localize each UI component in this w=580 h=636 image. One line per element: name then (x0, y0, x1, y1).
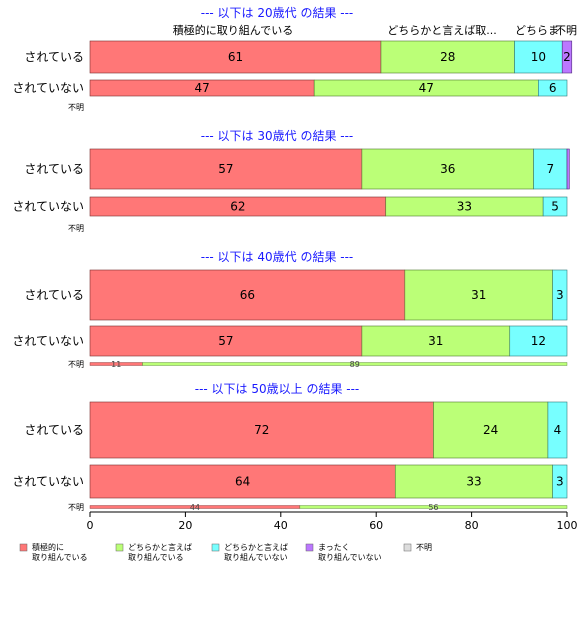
bar-segment (533, 148, 568, 190)
bar-value-label: 31 (428, 334, 443, 348)
bar-value-label: 28 (440, 50, 455, 64)
bar-value-label: 62 (230, 200, 245, 214)
bar-segment (561, 40, 573, 74)
bar-segment (89, 40, 382, 74)
bar-segment (514, 40, 563, 74)
bar-value-label: 10 (531, 50, 546, 64)
row-label: されていない (12, 81, 84, 95)
bar-value-label: 57 (218, 334, 233, 348)
legend-label: どちらかと言えば (128, 542, 192, 552)
legend-swatch (19, 543, 28, 552)
unknown-bar-segment (142, 362, 568, 366)
unknown-row-label: 不明 (68, 224, 84, 233)
bar-value-label: 47 (194, 81, 209, 95)
panel-title: --- 以下は 50歳以上 の結果 --- (195, 382, 360, 396)
unknown-value-label: 44 (190, 503, 200, 512)
unknown-row-label: 不明 (68, 360, 84, 369)
bar-segment (89, 325, 363, 357)
bar-segment (89, 401, 434, 459)
row-label: されていない (12, 200, 84, 214)
bar-segment (552, 269, 568, 321)
legend-swatch (211, 543, 220, 552)
legend-swatch (305, 543, 314, 552)
unknown-value-label: 89 (350, 360, 360, 369)
bar-segment (552, 464, 568, 499)
unknown-value-label: 11 (111, 360, 121, 369)
x-tick-label: 0 (87, 519, 94, 532)
bar-segment (404, 269, 553, 321)
legend-label: 不明 (416, 543, 432, 552)
row-label: されている (24, 423, 84, 437)
panel-title: --- 以下は 20歳代 の結果 --- (201, 6, 354, 20)
row-label: されていない (12, 334, 84, 348)
bar-value-label: 36 (440, 162, 455, 176)
bar-value-label: 61 (228, 50, 243, 64)
panel-title: --- 以下は 40歳代 の結果 --- (201, 250, 354, 264)
bar-value-label: 4 (554, 423, 562, 437)
legend-label: どちらかと言えば (224, 542, 288, 552)
row-label: されていない (12, 475, 84, 489)
unknown-value-label: 56 (428, 503, 438, 512)
bar-segment (361, 148, 534, 190)
bar-segment (89, 148, 363, 190)
column-header: 不明 (555, 24, 577, 37)
legend-label: 積極的に (32, 542, 64, 552)
legend-label: 取り組んでいない (224, 552, 288, 562)
legend-label: 取り組んでいる (128, 552, 184, 562)
bar-value-label: 3 (556, 475, 564, 489)
row-label: されている (24, 288, 84, 302)
x-tick-label: 80 (465, 519, 479, 532)
bar-value-label: 57 (218, 162, 233, 176)
row-label: されている (24, 162, 84, 176)
bar-segment (542, 196, 568, 217)
column-header: どちらま (515, 24, 559, 37)
bar-value-label: 12 (531, 334, 546, 348)
bar-value-label: 72 (254, 423, 269, 437)
x-tick-label: 100 (557, 519, 578, 532)
x-tick-label: 20 (178, 519, 192, 532)
bar-value-label: 5 (551, 200, 559, 214)
bar-value-label: 6 (549, 81, 557, 95)
bar-value-label: 66 (240, 288, 255, 302)
panel-title: --- 以下は 30歳代 の結果 --- (201, 129, 354, 143)
bar-value-label: 2 (563, 50, 571, 64)
x-tick-label: 60 (369, 519, 383, 532)
bar-value-label: 3 (556, 288, 564, 302)
legend-label: 取り組んでいる (32, 552, 88, 562)
legend-label: まったく (318, 543, 350, 552)
bar-segment (394, 464, 553, 499)
bar-value-label: 31 (471, 288, 486, 302)
bar-value-label: 24 (483, 423, 498, 437)
legend-label: 取り組んでいない (318, 552, 382, 562)
bar-value-label: 64 (235, 475, 250, 489)
legend-swatch (403, 543, 412, 552)
bar-value-label: 7 (546, 162, 554, 176)
column-header: どちらかと言えば取... (387, 24, 497, 37)
column-header: 積極的に取り組んでいる (173, 23, 293, 37)
unknown-row-label: 不明 (68, 103, 84, 112)
unknown-bar-segment (299, 505, 568, 509)
x-tick-label: 40 (274, 519, 288, 532)
bar-segment (380, 40, 515, 74)
bar-segment (538, 79, 568, 97)
bar-value-label: 33 (457, 200, 472, 214)
bar-segment (547, 401, 568, 459)
row-label: されている (24, 50, 84, 64)
bar-segment (89, 464, 396, 499)
bar-segment (509, 325, 568, 357)
bar-value-label: 33 (466, 475, 481, 489)
legend-swatch (115, 543, 124, 552)
bar-value-label: 47 (419, 81, 434, 95)
unknown-row-label: 不明 (68, 503, 84, 512)
bar-segment (89, 269, 406, 321)
bar-segment (361, 325, 511, 357)
bar-segment (433, 401, 549, 459)
bar-segment (566, 148, 570, 190)
